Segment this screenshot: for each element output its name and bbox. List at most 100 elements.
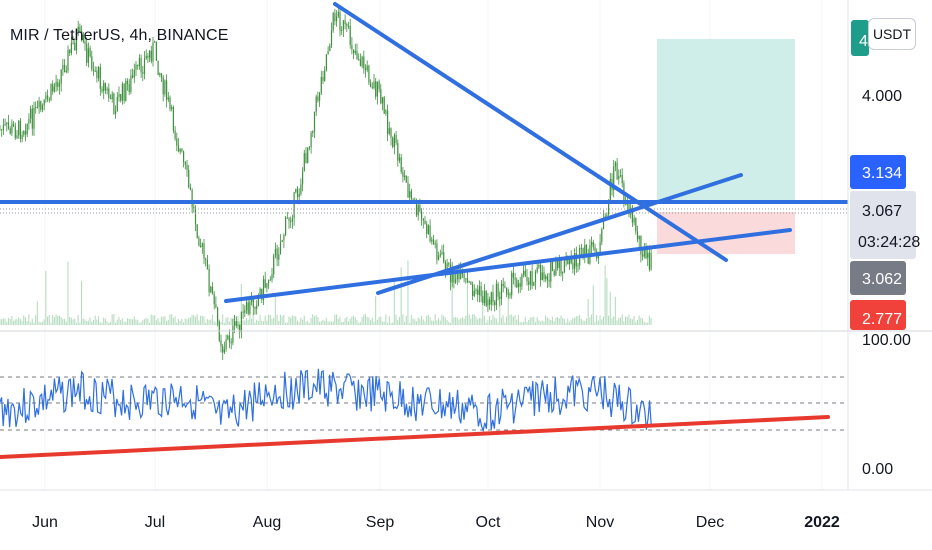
volume-bar: [393, 278, 395, 325]
candle-body: [200, 245, 202, 247]
volume-bar: [259, 314, 261, 325]
candle-body: [109, 97, 112, 100]
candle-body: [115, 111, 117, 115]
rsi-axis[interactable]: 100.00 0.00: [862, 332, 911, 478]
volume-bar: [121, 318, 123, 325]
volume-bar: [635, 322, 637, 325]
volume-bar: [363, 314, 365, 325]
volume-bar: [140, 322, 142, 325]
candle-body: [215, 304, 217, 308]
time-axis[interactable]: Jun Jul Aug Sep Oct Nov Dec 2022: [32, 514, 840, 531]
candle-body: [407, 182, 409, 198]
volume-bar: [103, 317, 105, 325]
volume-bar: [592, 285, 594, 325]
volume-bar: [507, 287, 509, 325]
volume-bar: [155, 320, 157, 325]
volume-bar: [548, 318, 550, 325]
candle-body: [206, 259, 208, 269]
candle-body: [154, 41, 156, 43]
candle-body: [41, 105, 44, 110]
volume-bar: [205, 322, 207, 325]
rsi-pane[interactable]: [0, 368, 848, 459]
candle-body: [353, 49, 355, 54]
current-price-label: 3.067: [862, 203, 902, 220]
volume-bar: [262, 321, 264, 325]
candle-body: [431, 239, 433, 242]
volume-bar: [14, 319, 16, 325]
candle-body: [223, 349, 225, 353]
volume-bar: [582, 320, 584, 325]
candle-body: [325, 54, 327, 71]
candle-body: [509, 293, 511, 296]
price-candles: [0, 6, 652, 361]
candle-body: [577, 265, 579, 267]
candle-body: [480, 286, 482, 297]
candle-body: [116, 96, 118, 112]
candle-body: [150, 50, 152, 62]
volume-bar: [310, 317, 312, 325]
price-axis[interactable]: 4 4.000 3.134 3.067 03:24:28 3.062 2.777: [850, 20, 920, 330]
candle-body: [53, 86, 55, 92]
candle-body: [330, 30, 333, 46]
candle-body: [614, 162, 616, 167]
candle-body: [327, 50, 329, 55]
candle-body: [592, 241, 594, 248]
candle-body: [432, 239, 435, 244]
volume-bar: [545, 315, 547, 325]
volume-bar: [133, 316, 135, 325]
candle-body: [70, 43, 72, 53]
candle-body: [419, 205, 421, 212]
candle-body: [438, 255, 440, 260]
target-zone[interactable]: [657, 39, 795, 202]
trendlines[interactable]: [224, 2, 792, 303]
volume-bar: [319, 321, 321, 325]
candle-body: [443, 252, 445, 263]
volume-bar: [70, 317, 72, 325]
candle-body: [546, 276, 548, 281]
volume-bar: [499, 289, 501, 325]
volume-bar: [460, 318, 462, 325]
candle-body: [358, 59, 360, 61]
volume-bar: [115, 322, 117, 325]
volume-bar: [633, 315, 635, 325]
candle-body: [264, 279, 266, 288]
ascending-trendline[interactable]: [376, 173, 743, 295]
candle-body: [186, 164, 188, 171]
volume-bar: [325, 317, 327, 325]
volume-bar: [94, 315, 96, 325]
volume-bar: [426, 315, 428, 325]
candle-body: [543, 272, 545, 279]
candle-body: [512, 272, 514, 278]
volume-bar: [84, 319, 86, 325]
volume-bar: [52, 314, 54, 325]
currency-button[interactable]: USDT: [868, 18, 916, 50]
candle-body: [305, 153, 307, 164]
volume-bar: [79, 322, 81, 325]
volume-bar: [332, 321, 334, 325]
volume-bar: [487, 320, 489, 325]
volume-bar: [354, 317, 356, 325]
candle-body: [468, 281, 470, 283]
candle-body: [276, 248, 278, 260]
candle-body: [315, 96, 317, 112]
support-trendline[interactable]: [224, 228, 792, 303]
volume-bar: [623, 321, 625, 325]
volume-bar: [577, 316, 579, 325]
volume-bar: [101, 322, 103, 325]
volume-bar: [606, 278, 608, 325]
candle-body: [485, 291, 487, 306]
candle-body: [118, 94, 120, 97]
candle-body: [52, 83, 54, 92]
volume-bar: [239, 321, 241, 325]
candle-body: [638, 235, 640, 240]
candle-body: [346, 24, 348, 26]
rsi-trendline[interactable]: [0, 415, 830, 459]
volume-bar: [169, 314, 171, 325]
descending-trendline[interactable]: [333, 2, 728, 262]
volume-bar: [279, 314, 281, 325]
candle-body: [387, 110, 389, 134]
candle-body: [380, 89, 382, 104]
volume-bar: [176, 322, 178, 325]
volume-bar: [541, 320, 543, 325]
volume-bar: [347, 321, 349, 325]
